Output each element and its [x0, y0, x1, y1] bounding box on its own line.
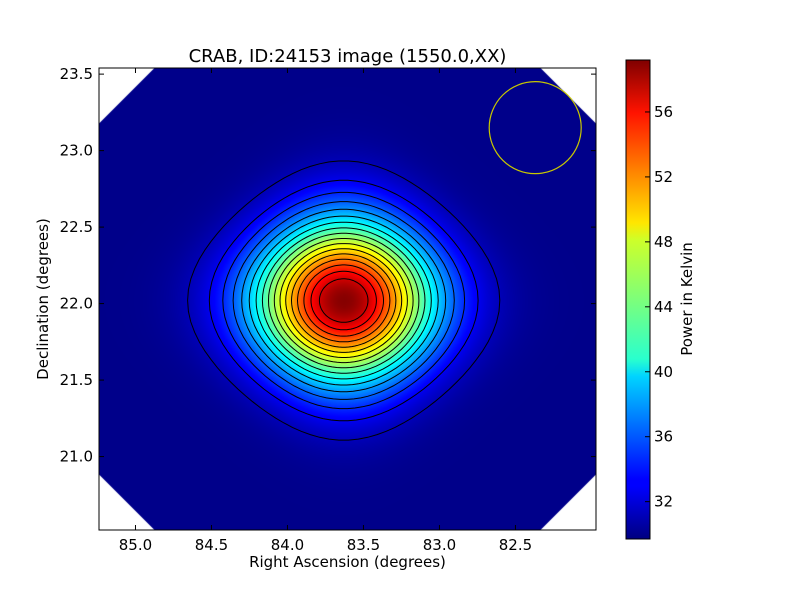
y-tick-label: 22.5 [60, 218, 93, 236]
x-axis-ticks: 85.0 84.5 84.0 83.5 83.0 82.5 [119, 68, 532, 554]
contour-line [267, 232, 420, 369]
contour-line [279, 243, 408, 358]
x-tick-label: 82.5 [499, 536, 532, 554]
chart-title: CRAB, ID:24153 image (1550.0,XX) [189, 46, 507, 67]
y-tick-label: 22.0 [60, 295, 93, 313]
plot-frame [98, 67, 597, 531]
y-axis-ticks: 21.0 21.5 22.0 22.5 23.0 23.5 [60, 65, 596, 466]
contour-line [296, 258, 391, 343]
y-tick-label: 21.0 [60, 448, 93, 466]
colorbar-tick-label: 56 [654, 103, 673, 121]
colorbar-ticks: 32 36 40 44 48 52 56 [645, 103, 673, 511]
colorbar-tick-label: 36 [654, 428, 673, 446]
colorbar-tick-label: 52 [654, 168, 673, 186]
contour-line [232, 201, 455, 400]
x-tick-label: 83.5 [347, 536, 380, 554]
contour-line [318, 278, 369, 323]
y-tick-label: 21.5 [60, 371, 93, 389]
colorbar-frame [625, 59, 651, 540]
contour-line [248, 215, 439, 386]
contour-line [241, 208, 447, 393]
colorbar-tick-label: 40 [654, 363, 673, 381]
x-axis-label: Right Ascension (degrees) [249, 553, 446, 571]
contour-line [303, 264, 385, 337]
colorbar-tick-label: 48 [654, 233, 673, 251]
contour-line [187, 160, 501, 441]
contour-line [310, 270, 377, 331]
x-tick-label: 83.0 [423, 536, 456, 554]
x-tick-label: 84.5 [195, 536, 228, 554]
heatmap-canvas [99, 68, 596, 530]
heatmap-image [99, 68, 596, 530]
contour-line [261, 227, 426, 374]
beam-marker [488, 81, 582, 175]
colorbar: 32 36 40 44 48 52 56 Power in Kelvin [625, 59, 696, 540]
contour-line [222, 191, 466, 410]
contour-line [208, 179, 479, 422]
beam-circle [488, 81, 582, 175]
plot-area: 85.0 84.5 84.0 83.5 83.0 82.5 21.0 21.5 22.0 22.… [60, 65, 597, 554]
x-tick-label: 84.0 [271, 536, 304, 554]
contour-lines [187, 160, 501, 441]
colorbar-label: Power in Kelvin [678, 242, 696, 356]
x-tick-label: 85.0 [119, 536, 152, 554]
y-tick-label: 23.0 [60, 142, 93, 160]
colorbar-gradient [626, 60, 650, 539]
contour-line [285, 248, 403, 353]
colorbar-tick-label: 32 [654, 493, 673, 511]
colorbar-tick-label: 44 [654, 298, 673, 316]
contour-line [255, 221, 432, 380]
y-tick-label: 23.5 [60, 65, 93, 83]
contour-line [290, 253, 397, 348]
y-axis-label: Declination (degrees) [34, 218, 52, 380]
contour-line [273, 238, 414, 364]
